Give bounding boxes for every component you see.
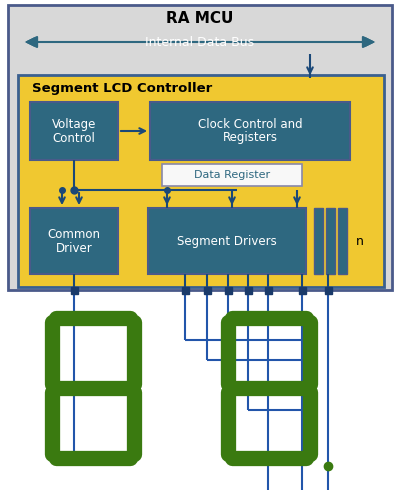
- Text: Voltage: Voltage: [52, 117, 96, 131]
- Bar: [182, 287, 188, 294]
- Bar: [298, 287, 306, 294]
- Text: Clock Control and: Clock Control and: [198, 117, 302, 131]
- Bar: [150, 102, 350, 160]
- Bar: [264, 287, 272, 294]
- Bar: [162, 164, 302, 186]
- Bar: [314, 208, 323, 274]
- Text: Segment LCD Controller: Segment LCD Controller: [32, 82, 212, 94]
- Bar: [30, 102, 118, 160]
- Bar: [204, 287, 210, 294]
- Text: Segment Drivers: Segment Drivers: [177, 235, 277, 247]
- Bar: [148, 208, 306, 274]
- Bar: [244, 287, 252, 294]
- Bar: [8, 5, 392, 290]
- Text: Registers: Registers: [222, 132, 278, 144]
- Bar: [338, 208, 347, 274]
- Bar: [18, 75, 384, 287]
- Bar: [326, 208, 335, 274]
- Bar: [30, 208, 118, 274]
- Text: Driver: Driver: [56, 242, 92, 254]
- Text: n: n: [356, 235, 364, 247]
- Text: RA MCU: RA MCU: [166, 10, 234, 26]
- Text: Internal Data Bus: Internal Data Bus: [146, 36, 254, 49]
- Text: Data Register: Data Register: [194, 170, 270, 180]
- Bar: [70, 287, 78, 294]
- Text: Control: Control: [52, 132, 96, 144]
- Bar: [324, 287, 332, 294]
- Bar: [224, 287, 232, 294]
- Text: Common: Common: [48, 227, 100, 241]
